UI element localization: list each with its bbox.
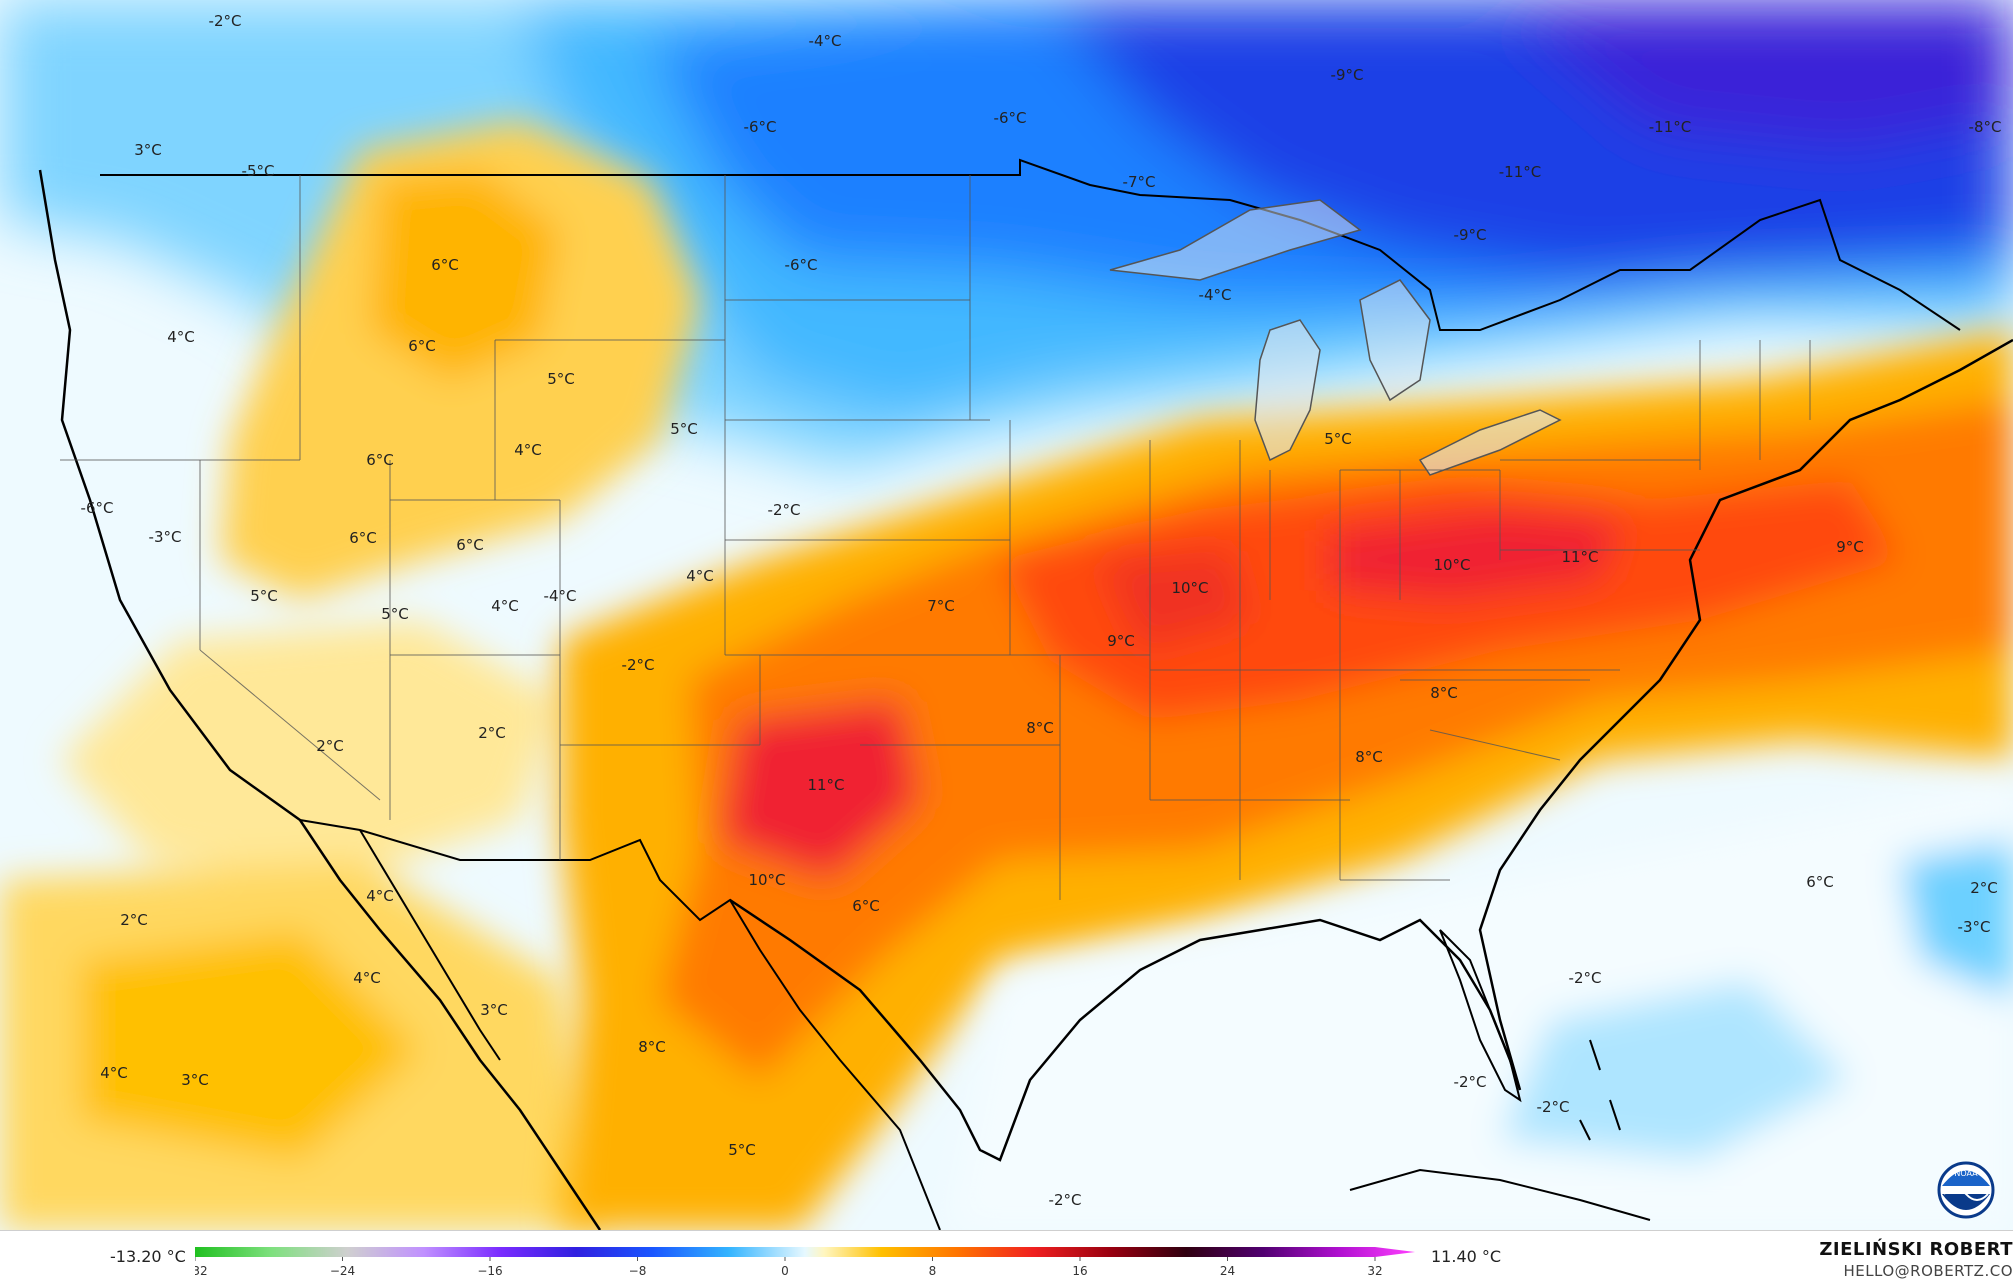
temperature-label: 3°C [181, 1071, 209, 1089]
temperature-label: 2°C [316, 737, 344, 755]
temperature-label: -8°C [1969, 118, 2002, 136]
baja-coastline [359, 829, 501, 1061]
temperature-label: 4°C [353, 969, 381, 987]
temperature-label: -11°C [1649, 118, 1691, 136]
temperature-label: -7°C [1123, 173, 1156, 191]
min-value-label: -13.20 °C [110, 1247, 186, 1266]
temperature-label: 5°C [381, 605, 409, 623]
florida-outline [1439, 929, 1522, 1103]
temperature-label: -2°C [622, 656, 655, 674]
temperature-label: -6°C [785, 256, 818, 274]
temperature-label: -2°C [1537, 1098, 1570, 1116]
cuba-outline [1349, 1168, 1651, 1221]
temperature-label: 8°C [1355, 748, 1383, 766]
temperature-label: 4°C [366, 887, 394, 905]
geographic-boundaries [38, 158, 2013, 1230]
temperature-label: -11°C [1499, 163, 1541, 181]
temperature-label: 8°C [638, 1038, 666, 1056]
temperature-label: -9°C [1331, 66, 1364, 84]
lake-superior [1109, 199, 1362, 281]
temperature-label: 4°C [100, 1064, 128, 1082]
colorbar-tick-label: −8 [629, 1264, 647, 1278]
temperature-label: -5°C [242, 162, 275, 180]
temperature-color-field [0, 0, 2013, 1230]
temperature-label: 5°C [1324, 430, 1352, 448]
temperature-labels: -2°C -4°C -6°C -6°C -9°C -11°C -8°C 3°C -5°C -7°C… [81, 12, 2002, 1209]
temperature-label: -4°C [809, 32, 842, 50]
temperature-label: 3°C [480, 1001, 508, 1019]
color-scale-legend: -13.20 °C −32 −24 −16 −8 0 8 16 24 32 11.40 °C Z… [0, 1230, 2013, 1288]
temperature-label: 5°C [728, 1141, 756, 1159]
temperature-anomaly-map: -2°C -4°C -6°C -6°C -9°C -11°C -8°C 3°C -5°C -7°C… [0, 0, 2013, 1230]
colorbar-tick-label: 32 [1367, 1264, 1382, 1278]
temperature-label: -2°C [209, 12, 242, 30]
temperature-label: -6°C [744, 118, 777, 136]
temperature-label: 11°C [1561, 548, 1598, 566]
us-canada-border [100, 158, 1961, 331]
colorbar-ticks: −32 −24 −16 −8 0 8 16 24 32 [195, 1257, 1383, 1278]
temperature-label: -2°C [1569, 969, 1602, 987]
temperature-label: -2°C [1049, 1191, 1082, 1209]
temperature-label: 6°C [366, 451, 394, 469]
noaa-logo-text: NOAA [1954, 1169, 1978, 1178]
temperature-label: 6°C [349, 529, 377, 547]
temperature-label: 10°C [1433, 556, 1470, 574]
temperature-label: -9°C [1454, 226, 1487, 244]
temperature-label: 10°C [748, 871, 785, 889]
temperature-label: 8°C [1430, 684, 1458, 702]
temperature-label: 6°C [852, 897, 880, 915]
temperature-label: 6°C [431, 256, 459, 274]
temperature-label: -6°C [81, 499, 114, 517]
temperature-label: 8°C [1026, 719, 1054, 737]
temperature-label: -2°C [768, 501, 801, 519]
temperature-label: 2°C [1970, 879, 1998, 897]
temperature-label: 10°C [1171, 579, 1208, 597]
temperature-label: 5°C [547, 370, 575, 388]
bahamas-outline [1579, 1039, 1621, 1141]
temperature-label: -4°C [544, 587, 577, 605]
colorbar-tick-label: 16 [1072, 1264, 1087, 1278]
state-borders [60, 175, 1811, 900]
pacific-coastline [38, 169, 602, 1230]
colorbar-tick-label: 0 [781, 1264, 789, 1278]
temperature-label: 9°C [1836, 538, 1864, 556]
temperature-label: 3°C [134, 141, 162, 159]
max-value-label: 11.40 °C [1431, 1247, 1502, 1266]
colorbar-tick-label: −16 [477, 1264, 502, 1278]
lake-huron [1359, 279, 1431, 402]
temperature-label: 4°C [491, 597, 519, 615]
temperature-label: -6°C [994, 109, 1027, 127]
temperature-label: -3°C [1958, 918, 1991, 936]
noaa-logo: NOAA [1937, 1161, 1995, 1219]
temperature-label: 7°C [927, 597, 955, 615]
temperature-label: 4°C [686, 567, 714, 585]
temperature-label: 2°C [478, 724, 506, 742]
temperature-label: -2°C [1454, 1073, 1487, 1091]
lake-michigan [1254, 319, 1321, 462]
temperature-label: -3°C [149, 528, 182, 546]
author-name: ZIELIŃSKI ROBERT [1819, 1239, 2013, 1260]
colorbar-tick-label: −32 [195, 1264, 208, 1278]
author-email: HELLO@ROBERTZ.CO [1843, 1262, 2013, 1280]
temperature-label: 9°C [1107, 632, 1135, 650]
temperature-label: 4°C [167, 328, 195, 346]
temperature-label: 4°C [514, 441, 542, 459]
colorbar-tick-label: 8 [929, 1264, 937, 1278]
us-mexico-border [299, 819, 941, 1230]
temperature-label: 6°C [1806, 873, 1834, 891]
lake-erie [1418, 409, 1562, 476]
colorbar-gradient [195, 1247, 1415, 1257]
colorbar-tick-label: −24 [330, 1264, 355, 1278]
temperature-label: 2°C [120, 911, 148, 929]
temperature-label: 5°C [250, 587, 278, 605]
temperature-label: -4°C [1199, 286, 1232, 304]
temperature-label: 11°C [807, 776, 844, 794]
colorbar-tick-label: 24 [1220, 1264, 1235, 1278]
colorbar: −32 −24 −16 −8 0 8 16 24 32 [195, 1247, 1415, 1278]
temperature-label: 6°C [456, 536, 484, 554]
temperature-label: 5°C [670, 420, 698, 438]
temperature-label: 6°C [408, 337, 436, 355]
